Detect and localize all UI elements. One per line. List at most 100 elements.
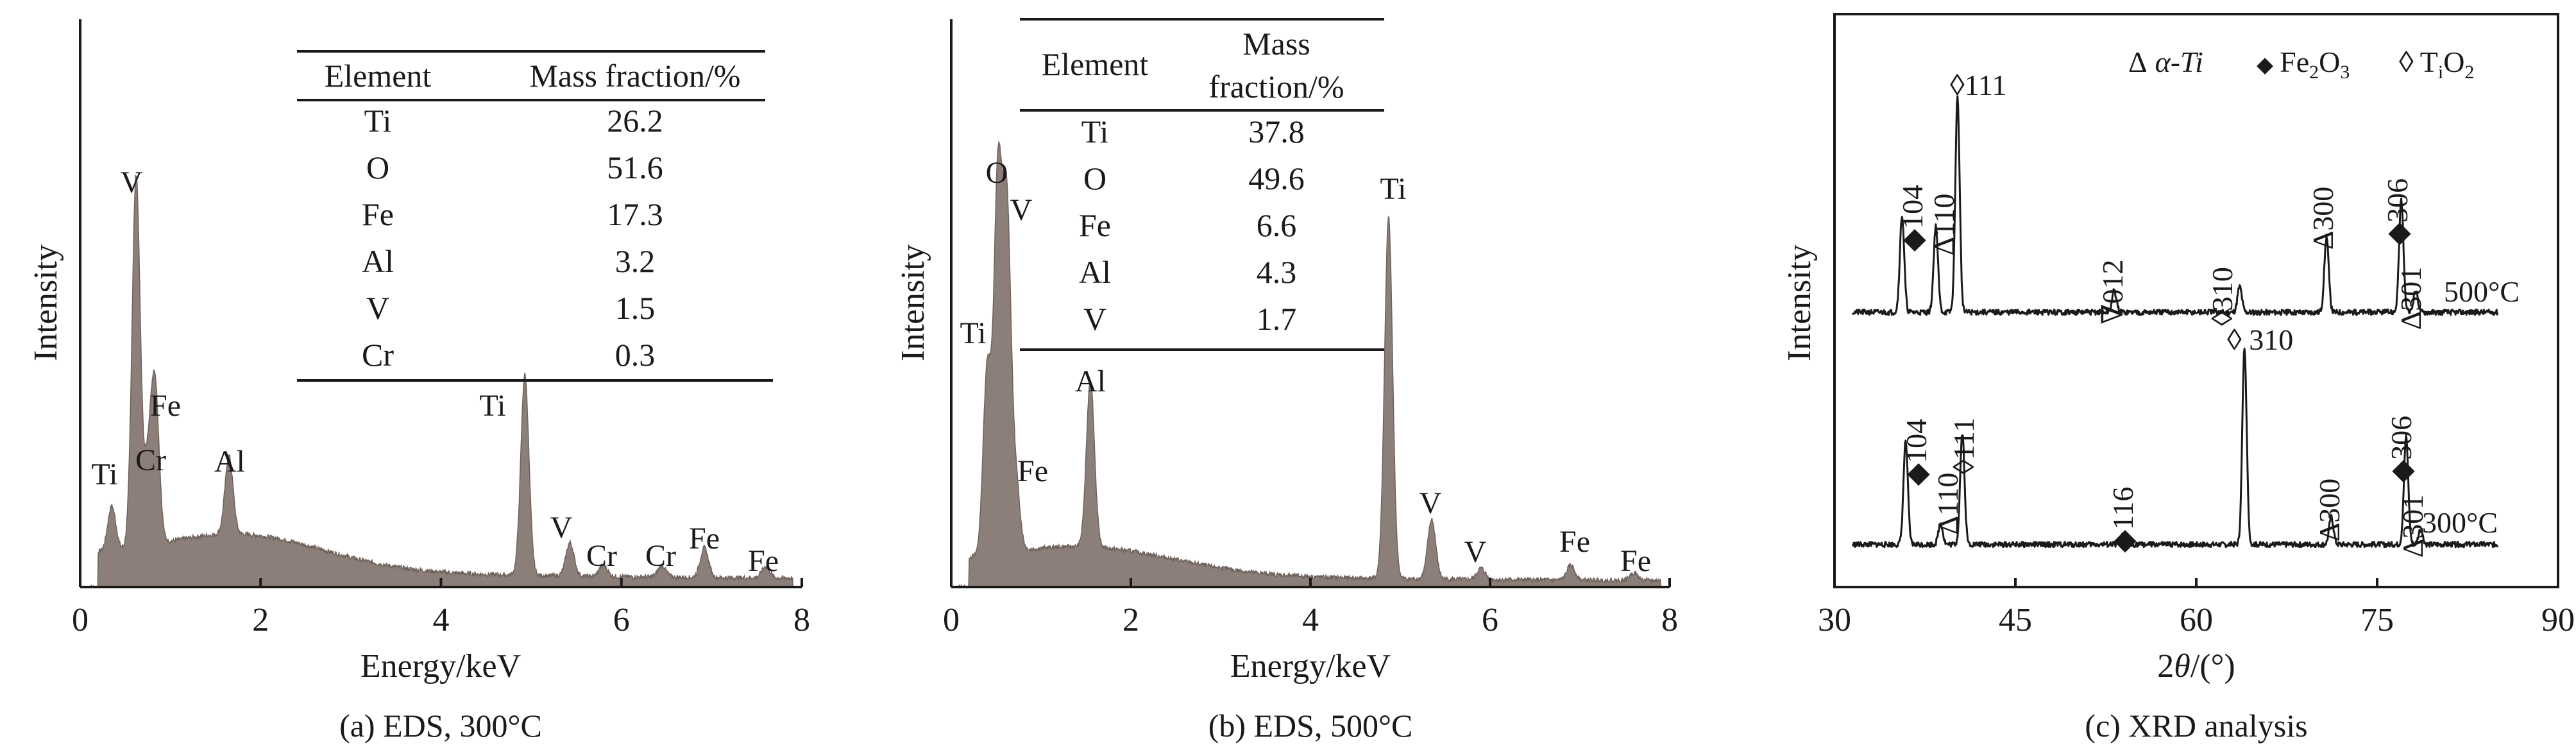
table-cell-value: 3.2 <box>615 243 656 279</box>
xrd-peak-label: ◆104 <box>1896 185 1929 251</box>
panel-c-caption: (c) XRD analysis <box>2085 708 2307 744</box>
eds-spectrum-area <box>87 175 793 588</box>
xrd-peak-label: ◊111 <box>1947 418 1980 474</box>
legend-tio2: ◊ TiO2 <box>2399 46 2474 83</box>
peak-label: Fe <box>689 522 720 556</box>
legend-fe2o3: ◆ Fe2O3 <box>2257 46 2350 83</box>
peak-label: Ti <box>1380 172 1407 206</box>
panel-b-table-rows: Ti 37.8 O 49.6 Fe 6.6 Al 4.3 V 1.7 <box>1079 114 1305 337</box>
peak-label: V <box>1419 486 1442 520</box>
panel-a-peak-labels: Ti V Cr Fe Al Ti V Cr Cr Fe Fe <box>92 166 779 578</box>
table-cell-value: 51.6 <box>607 149 663 185</box>
table-cell-value: 37.8 <box>1248 114 1305 149</box>
xrd-peak-label: Δ110 <box>1928 194 1960 256</box>
peak-label: Fe <box>1017 454 1048 488</box>
panel-b-table-header-mass: Mass <box>1242 26 1310 62</box>
table-cell-value: 0.3 <box>615 337 656 373</box>
table-cell-element: Al <box>362 243 394 279</box>
table-cell-value: 6.6 <box>1257 207 1297 243</box>
panel-a-x-axis-title: Energy/keV <box>360 648 521 685</box>
panel-a-table-header-mass: Mass fraction/% <box>529 58 740 94</box>
peak-label: Fe <box>1620 544 1651 578</box>
xrd-peak-label: ◊111 <box>1950 69 2006 101</box>
xrd-pattern-line <box>1851 95 2499 316</box>
panel-a-eds-300: 0 2 4 6 8 Ti V Cr Fe Al Ti V Cr Cr Fe Fe Energy/keV In… <box>28 19 810 744</box>
xrd-pattern-line <box>1851 347 2499 549</box>
table-cell-value: 1.5 <box>615 290 656 326</box>
peak-label: Ti <box>480 389 506 423</box>
panel-c-y-axis-title: Intensity <box>1781 244 1818 361</box>
panel-a-spectrum <box>87 175 793 588</box>
table-cell-element: Al <box>1079 254 1111 290</box>
peak-label: Ti <box>92 457 118 491</box>
panel-a-ticks: 0 2 4 6 8 <box>72 578 810 638</box>
xrd-peak-label: ◆306 <box>2381 178 2414 245</box>
table-cell-element: Cr <box>362 337 394 373</box>
x-tick-label: 90 <box>2541 602 2575 638</box>
table-cell-element: Fe <box>362 196 394 232</box>
xrd-peak-label: ◆104 <box>1900 419 1933 486</box>
table-cell-value: 1.7 <box>1257 301 1297 337</box>
xrd-peak-label: Δ301 <box>2394 267 2427 330</box>
peak-label: Fe <box>748 544 779 578</box>
panel-a-table: Element Mass fraction/% Ti 26.2 O 51.6 Fe 17.… <box>297 50 773 382</box>
peak-label: V <box>121 166 143 200</box>
panel-b-ticks: 0 2 4 6 8 <box>943 578 1678 638</box>
x-tick-label: 30 <box>1818 602 1851 638</box>
table-cell-element: Ti <box>364 103 392 139</box>
peak-label: Al <box>1075 364 1106 398</box>
xrd-peak-label: ◆116 <box>2106 487 2139 553</box>
peak-label: Cr <box>586 539 617 573</box>
x-tick-label: 8 <box>793 602 810 638</box>
panel-a-table-header-element: Element <box>325 58 432 94</box>
panel-c-x-axis-title: 2θ/(°) <box>2157 648 2235 685</box>
x-tick-label: 4 <box>1302 602 1319 638</box>
x-tick-label: 6 <box>1482 602 1498 638</box>
xrd-peak-label: ◆306 <box>2385 416 2418 482</box>
peak-label: Fe <box>150 389 181 423</box>
x-tick-label: 0 <box>72 602 89 638</box>
xrd-peak-label: ◊ 310 <box>2227 323 2293 356</box>
table-cell-value: 26.2 <box>607 103 663 139</box>
panel-b-caption: (b) EDS, 500°C <box>1208 708 1413 744</box>
x-tick-label: 0 <box>943 602 960 638</box>
panel-b-x-axis-title: Energy/keV <box>1230 648 1391 685</box>
x-tick-label: 75 <box>2360 602 2394 638</box>
series-label-300: 300°C <box>2422 506 2498 539</box>
peak-label: Cr <box>645 539 676 573</box>
table-cell-element: Ti <box>1081 114 1109 149</box>
table-cell-element: O <box>1083 160 1106 196</box>
x-tick-label: 4 <box>433 602 450 638</box>
x-tick-label: 60 <box>2180 602 2213 638</box>
peak-label: Fe <box>1559 525 1590 559</box>
x-tick-label: 2 <box>1123 602 1139 638</box>
peak-label: Al <box>214 445 245 479</box>
panel-c-ticks: 30 45 60 75 90 <box>1818 578 2575 638</box>
panel-b-table-header-element: Element <box>1042 46 1149 82</box>
panel-a-table-rows: Ti 26.2 O 51.6 Fe 17.3 Al 3.2 V 1.5 Cr 0.3 <box>362 103 663 373</box>
xrd-peak-label: Δ301 <box>2396 495 2429 558</box>
table-cell-element: V <box>366 290 389 326</box>
xrd-peak-label: ◊310 <box>2206 267 2239 326</box>
table-cell-element: V <box>1083 301 1106 337</box>
xrd-peak-label: ∇012 <box>2096 259 2129 324</box>
panel-c-patterns <box>1851 95 2499 549</box>
peak-label: Cr <box>135 443 166 477</box>
table-cell-value: 17.3 <box>607 196 663 232</box>
peak-label: Ti <box>960 316 987 350</box>
table-cell-value: 49.6 <box>1248 160 1305 196</box>
eds-spectrum-area <box>958 140 1661 588</box>
x-tick-label: 6 <box>613 602 630 638</box>
panel-a-y-axis-title: Intensity <box>28 244 64 361</box>
panel-b-y-axis-title: Intensity <box>895 244 931 361</box>
x-tick-label: 2 <box>252 602 269 638</box>
panel-a-caption: (a) EDS, 300°C <box>339 708 542 744</box>
peak-label: V <box>1464 535 1487 569</box>
